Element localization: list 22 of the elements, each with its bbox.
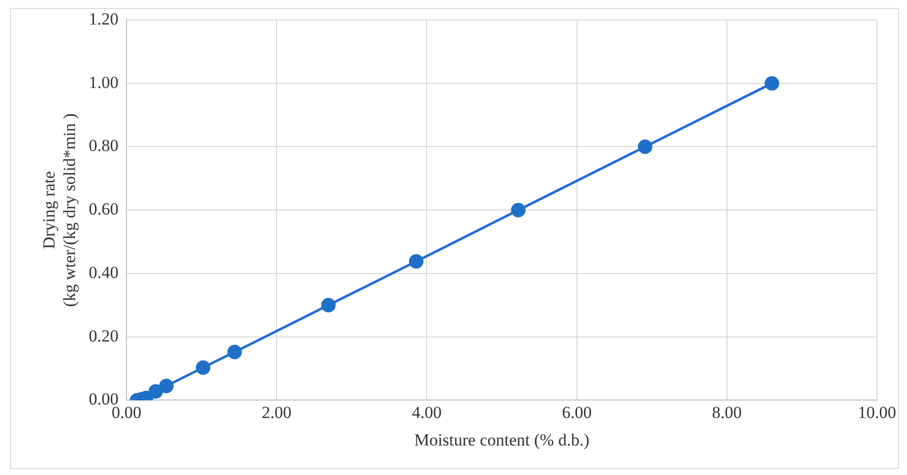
x-tick-label: 6.00 (562, 402, 592, 422)
point (227, 344, 242, 360)
y-tick-label: 0.80 (88, 136, 119, 156)
y-tick-label: 1.00 (88, 72, 119, 92)
point (148, 384, 164, 399)
x-tick-label: 8.00 (712, 402, 742, 422)
x-tick-label: 10.00 (858, 402, 896, 422)
point (159, 378, 174, 394)
x-tick-label: 4.00 (412, 402, 442, 422)
point (764, 76, 780, 91)
point (511, 202, 526, 218)
y-tick-label: 1.20 (88, 9, 119, 28)
y-tick-label: 0.20 (88, 326, 119, 346)
y-tick-label: 0.40 (88, 262, 119, 282)
point (408, 254, 424, 269)
y-axis-title: Drying rate (kg wter/(kg dry solid*min ) (40, 113, 80, 307)
point (196, 360, 210, 375)
y-tick-label: 0.60 (88, 200, 119, 219)
x-tick-label: 2.00 (262, 402, 292, 422)
x-axis-title: Moisture content (% d.b.) (414, 430, 590, 450)
point (321, 298, 336, 312)
point (638, 139, 652, 154)
